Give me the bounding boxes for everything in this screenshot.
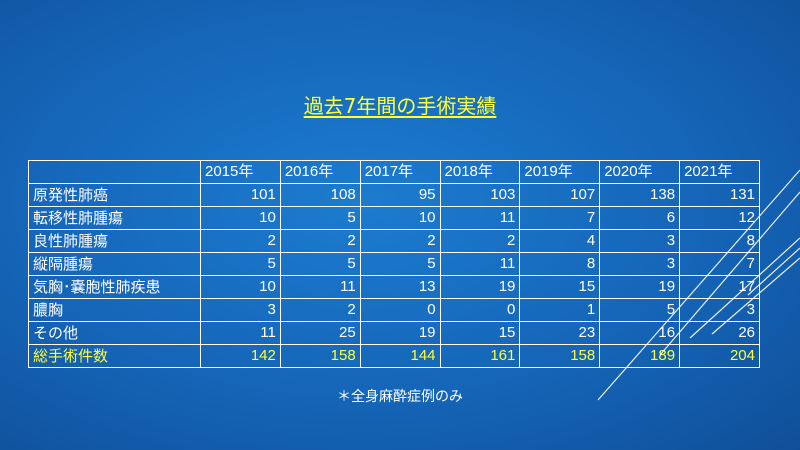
table-row: 原発性肺癌 101 108 95 103 107 138 131 xyxy=(28,183,760,207)
row-label: 縦隔腫瘍 xyxy=(28,252,201,276)
table-cell: 0 xyxy=(359,298,441,322)
table-cell: 103 xyxy=(439,183,521,207)
surgery-stats-table: 2015年 2016年 2017年 2018年 2019年 2020年 2021年 原発性肺癌… xyxy=(28,160,760,368)
table-cell: 108 xyxy=(279,183,361,207)
year-header: 2016年 xyxy=(279,160,361,184)
table-cell: 11 xyxy=(200,321,281,345)
year-header: 2017年 xyxy=(359,160,441,184)
table-cell: 17 xyxy=(679,275,760,299)
table-cell: 23 xyxy=(519,321,601,345)
table-cell: 16 xyxy=(599,321,681,345)
table-cell: 5 xyxy=(279,252,361,276)
table-cell: 2 xyxy=(439,229,521,253)
table-row: 転移性肺腫瘍 10 5 10 11 7 6 12 xyxy=(28,206,760,230)
total-cell: 204 xyxy=(679,344,760,368)
table-header-row: 2015年 2016年 2017年 2018年 2019年 2020年 2021年 xyxy=(28,160,760,184)
table-cell: 7 xyxy=(679,252,760,276)
table-cell: 13 xyxy=(359,275,441,299)
table-cell: 101 xyxy=(200,183,281,207)
total-row: 総手術件数 142 158 144 161 158 189 204 xyxy=(28,344,760,368)
table-cell: 19 xyxy=(439,275,521,299)
total-cell: 144 xyxy=(359,344,441,368)
table-cell: 19 xyxy=(599,275,681,299)
table-cell: 0 xyxy=(439,298,521,322)
total-cell: 142 xyxy=(200,344,281,368)
table-cell: 1 xyxy=(519,298,601,322)
year-header: 2021年 xyxy=(679,160,760,184)
year-header: 2019年 xyxy=(519,160,601,184)
total-cell: 158 xyxy=(279,344,361,368)
table-cell: 2 xyxy=(359,229,441,253)
table-row: その他 11 25 19 15 23 16 26 xyxy=(28,321,760,345)
table-cell: 3 xyxy=(200,298,281,322)
table-cell: 4 xyxy=(519,229,601,253)
table-cell: 15 xyxy=(439,321,521,345)
table-cell: 5 xyxy=(359,252,441,276)
table-row: 縦隔腫瘍 5 5 5 11 8 3 7 xyxy=(28,252,760,276)
row-label: 原発性肺癌 xyxy=(28,183,201,207)
table-cell: 2 xyxy=(200,229,281,253)
total-cell: 158 xyxy=(519,344,601,368)
year-header: 2015年 xyxy=(200,160,281,184)
table-cell: 5 xyxy=(279,206,361,230)
table-cell: 138 xyxy=(599,183,681,207)
table-cell: 131 xyxy=(679,183,760,207)
total-cell: 189 xyxy=(599,344,681,368)
table-cell: 11 xyxy=(439,206,521,230)
table-cell: 2 xyxy=(279,298,361,322)
total-cell: 161 xyxy=(439,344,521,368)
table-cell: 26 xyxy=(679,321,760,345)
table-corner-cell xyxy=(28,160,201,184)
table-cell: 3 xyxy=(599,252,681,276)
table-row: 良性肺腫瘍 2 2 2 2 4 3 8 xyxy=(28,229,760,253)
table-cell: 15 xyxy=(519,275,601,299)
table-cell: 5 xyxy=(599,298,681,322)
table-cell: 107 xyxy=(519,183,601,207)
table-cell: 10 xyxy=(359,206,441,230)
table-cell: 8 xyxy=(679,229,760,253)
year-header: 2020年 xyxy=(599,160,681,184)
table-cell: 2 xyxy=(279,229,361,253)
table-cell: 5 xyxy=(200,252,281,276)
row-label: 良性肺腫瘍 xyxy=(28,229,201,253)
table-cell: 8 xyxy=(519,252,601,276)
table-cell: 11 xyxy=(439,252,521,276)
table-cell: 7 xyxy=(519,206,601,230)
row-label: 膿胸 xyxy=(28,298,201,322)
table-cell: 12 xyxy=(679,206,760,230)
table-cell: 19 xyxy=(359,321,441,345)
table-cell: 6 xyxy=(599,206,681,230)
table-cell: 3 xyxy=(679,298,760,322)
row-label: 気胸･嚢胞性肺疾患 xyxy=(28,275,201,299)
table-cell: 95 xyxy=(359,183,441,207)
table-row: 気胸･嚢胞性肺疾患 10 11 13 19 15 19 17 xyxy=(28,275,760,299)
table-cell: 11 xyxy=(279,275,361,299)
row-label: その他 xyxy=(28,321,201,345)
year-header: 2018年 xyxy=(439,160,521,184)
table-cell: 25 xyxy=(279,321,361,345)
slide-title: 過去7年間の手術実績 xyxy=(303,94,497,118)
row-label: 転移性肺腫瘍 xyxy=(28,206,201,230)
total-label: 総手術件数 xyxy=(28,344,201,368)
table-cell: 3 xyxy=(599,229,681,253)
table-cell: 10 xyxy=(200,275,281,299)
table-row: 膿胸 3 2 0 0 1 5 3 xyxy=(28,298,760,322)
table-cell: 10 xyxy=(200,206,281,230)
footnote: ＊全身麻酔症例のみ xyxy=(337,389,463,405)
